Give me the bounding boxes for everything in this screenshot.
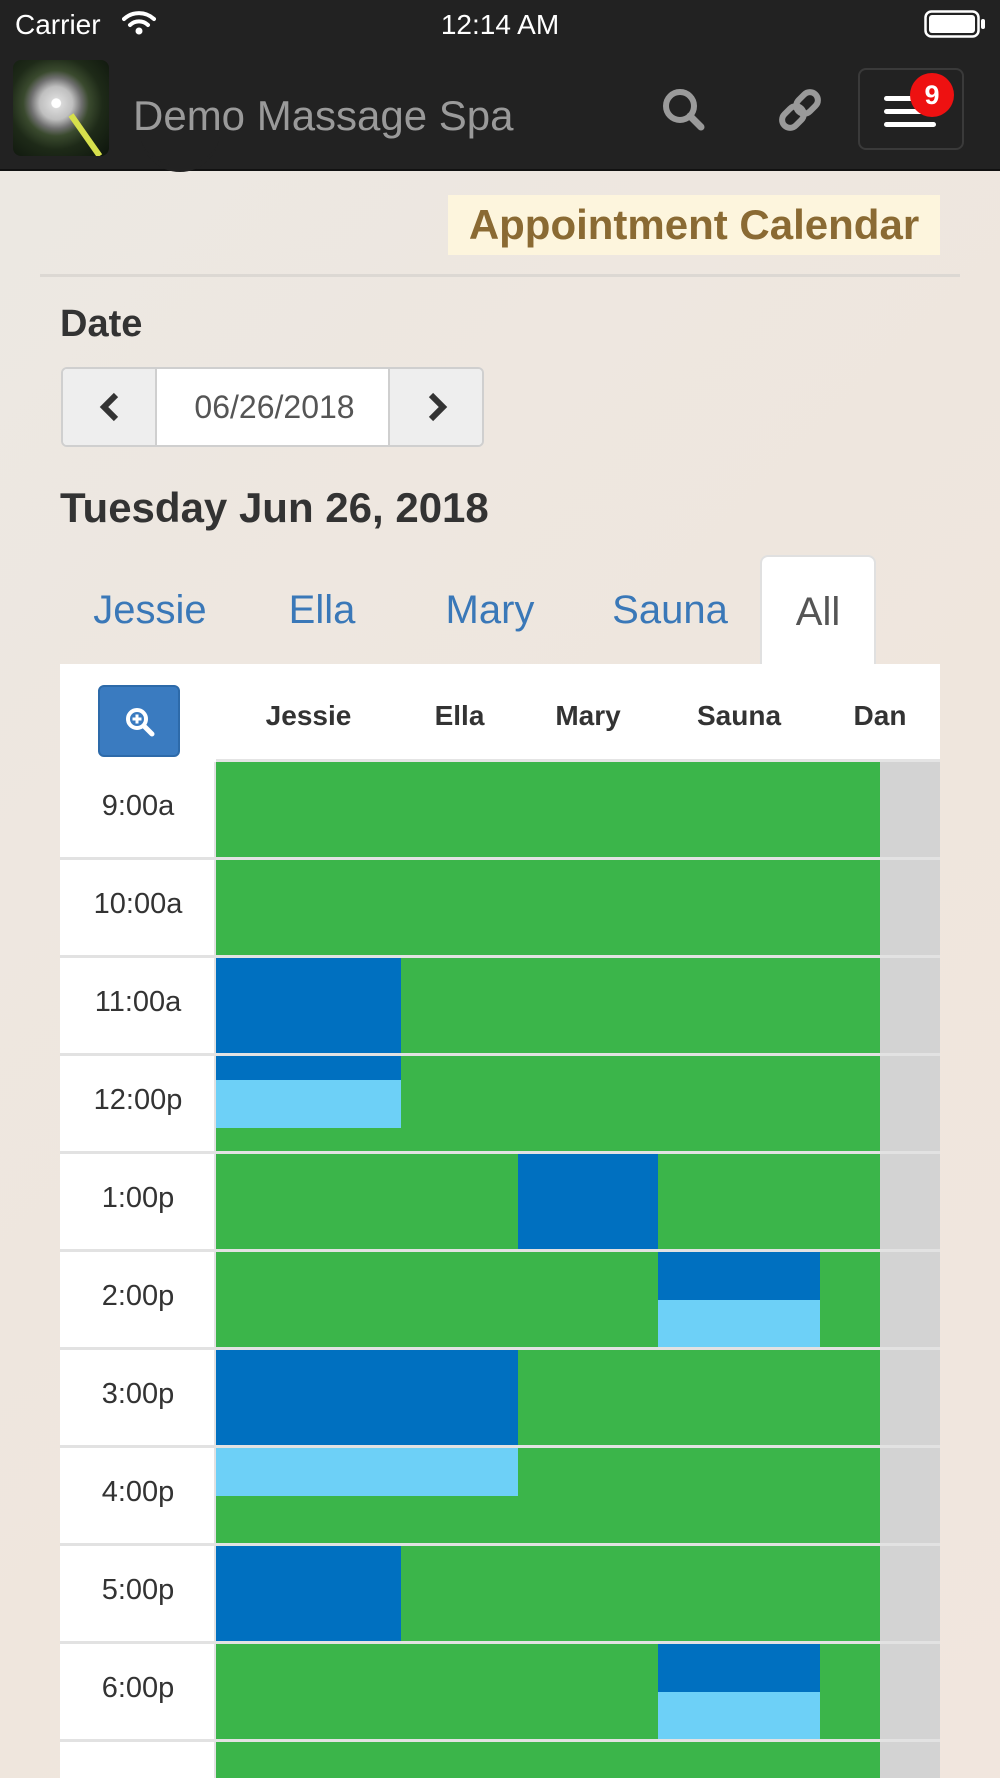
tab-ella[interactable]: Ella bbox=[288, 588, 356, 632]
hour-divider bbox=[216, 1249, 940, 1252]
time-label: 6:00p bbox=[60, 1644, 216, 1742]
appointment-block[interactable] bbox=[658, 1644, 820, 1692]
hour-divider bbox=[216, 1641, 940, 1644]
date-label: Date bbox=[60, 303, 143, 345]
page-title: Appointment Calendar bbox=[448, 195, 940, 255]
hour-divider bbox=[216, 857, 940, 860]
chevron-right-icon bbox=[428, 392, 448, 422]
previous-day-button[interactable] bbox=[63, 369, 157, 445]
chevron-left-icon bbox=[99, 392, 119, 422]
staff-tabs: Jessie Ella Mary Sauna All bbox=[60, 555, 940, 665]
notification-badge: 9 bbox=[910, 73, 954, 117]
buffer-block[interactable] bbox=[216, 1448, 518, 1496]
zoom-button[interactable] bbox=[98, 685, 180, 757]
unavailable-block[interactable] bbox=[880, 762, 940, 1778]
battery-icon bbox=[924, 10, 985, 38]
appointment-block[interactable] bbox=[216, 958, 401, 1080]
hour-divider bbox=[216, 1739, 940, 1742]
column-header-sauna: Sauna bbox=[696, 700, 782, 731]
schedule-area bbox=[60, 664, 940, 1778]
column-header-mary: Mary bbox=[555, 700, 621, 731]
appointment-block[interactable] bbox=[518, 1154, 658, 1250]
buffer-block[interactable] bbox=[658, 1300, 820, 1348]
time-label: 5:00p bbox=[60, 1546, 216, 1644]
buffer-block[interactable] bbox=[658, 1692, 820, 1740]
menu-button[interactable]: 9 bbox=[858, 68, 964, 150]
clock: 12:14 AM bbox=[440, 9, 560, 40]
column-header-ella: Ella bbox=[434, 700, 485, 731]
next-day-button[interactable] bbox=[388, 369, 482, 445]
day-heading: Tuesday Jun 26, 2018 bbox=[60, 484, 489, 531]
time-label: 12:00p bbox=[60, 1056, 216, 1154]
tab-sauna[interactable]: Sauna bbox=[612, 588, 728, 632]
status-bar: Carrier 12:14 AM bbox=[0, 0, 1000, 50]
time-label: 1:00p bbox=[60, 1154, 216, 1252]
calendar-grid: Jessie Ella Mary Sauna Dan 9:00a 10:00a … bbox=[60, 664, 940, 1778]
date-picker: 06/26/2018 bbox=[61, 367, 484, 447]
app-logo[interactable] bbox=[13, 60, 109, 156]
carrier-label: Carrier bbox=[15, 9, 101, 40]
hour-divider bbox=[216, 955, 940, 958]
appointment-block[interactable] bbox=[216, 1350, 518, 1446]
column-header-jessie: Jessie bbox=[265, 700, 352, 731]
time-label: 2:00p bbox=[60, 1252, 216, 1350]
hour-divider bbox=[216, 1445, 940, 1448]
time-label: 3:00p bbox=[60, 1350, 216, 1448]
tab-mary[interactable]: Mary bbox=[445, 588, 535, 632]
search-icon[interactable] bbox=[654, 80, 714, 140]
appointment-block[interactable] bbox=[658, 1252, 820, 1300]
appointment-block[interactable] bbox=[216, 1546, 401, 1642]
tab-all[interactable]: All bbox=[760, 555, 876, 665]
wifi-icon bbox=[122, 11, 156, 35]
hour-divider bbox=[216, 1347, 940, 1350]
zoom-in-icon bbox=[126, 708, 155, 737]
buffer-block[interactable] bbox=[216, 1080, 401, 1128]
column-header-dan: Dan bbox=[853, 700, 907, 731]
hour-divider bbox=[216, 1053, 940, 1056]
link-icon[interactable] bbox=[770, 80, 830, 140]
time-label: 9:00a bbox=[60, 762, 216, 860]
time-label: 4:00p bbox=[60, 1448, 216, 1546]
time-label: 10:00a bbox=[60, 860, 216, 958]
date-input[interactable]: 06/26/2018 bbox=[194, 389, 355, 425]
hour-divider bbox=[216, 1151, 940, 1154]
hour-divider bbox=[216, 1543, 940, 1546]
divider bbox=[40, 274, 960, 277]
time-label: 11:00a bbox=[60, 958, 216, 1056]
decorative-arc bbox=[140, 120, 220, 172]
tab-jessie[interactable]: Jessie bbox=[93, 588, 207, 632]
